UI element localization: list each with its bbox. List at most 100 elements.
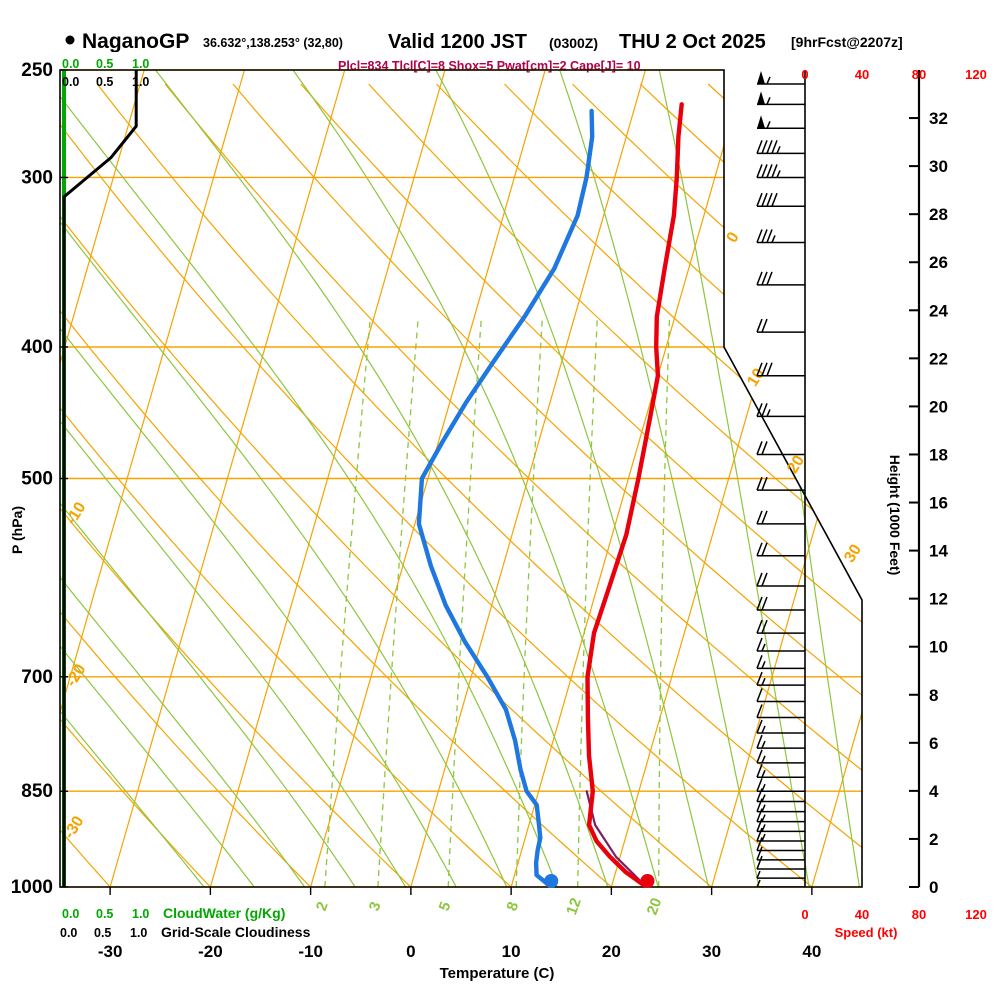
wind-barb [756,704,805,719]
temperature-tick--30: -30 [98,942,123,961]
wind-barb [757,91,805,106]
wind-barb [756,798,805,813]
cw-bot-1: 0.5 [96,907,113,921]
height-tick-22: 22 [929,349,948,368]
wind-barb [756,229,805,244]
mixing-ratio-label-12: 12 [563,896,585,917]
wind-barb [756,362,805,377]
height-tick-0: 0 [929,878,938,897]
wind-barbs [756,70,805,887]
top-scale-labels: 0.0 0.5 1.0 0.0 0.5 1.0 [62,57,149,89]
mixing-ratio-label-8: 8 [503,900,522,914]
wind-barb [756,846,805,861]
temperature-tick-30: 30 [702,942,721,961]
height-tick-10: 10 [929,638,948,657]
mixing-ratio-label-2: 2 [313,900,332,914]
wind-barb [756,476,805,491]
wind-barb [756,855,805,870]
wind-barb [756,808,805,823]
wind-barb [756,318,805,333]
cw-top-1: 0.5 [96,57,113,71]
wind-barb [756,688,805,703]
cloudiness-line [62,70,138,887]
moist-adiabat-grid [60,70,862,887]
mixing-ratio-label-5: 5 [436,900,455,914]
height-tick-14: 14 [929,542,948,561]
speed-tick-top-1: 40 [855,67,869,82]
speed-tick-0: 0 [801,907,808,922]
wind-barb [756,734,805,749]
pressure-tick-700: 700 [21,667,53,688]
temperature-axis-labels: -30 -20 -10 0 10 20 30 40 [98,942,822,961]
valid-time: Valid 1200 JST [388,31,527,52]
wind-barb [756,510,805,525]
speed-axis-title: Speed (kt) [835,925,898,940]
dewpoint-trace [416,108,595,887]
height-tick-24: 24 [929,301,948,320]
temperature-tick-0: 0 [406,942,415,961]
forecast-tag: [9hrFcst@2207z] [791,34,903,50]
wind-barb [756,818,805,833]
wind-barb [756,749,805,764]
temperature-tick-20: 20 [602,942,621,961]
temperature-trace [585,102,684,887]
wind-barb [756,542,805,557]
speed-tick-top-2: 80 [912,67,926,82]
mixing-ratio-labels: 2 3 5 8 12 20 [313,896,666,917]
header: NaganoGP 36.632°,138.253° (32,80) Valid … [0,24,1000,52]
wind-barb [756,870,805,879]
height-tick-2: 2 [929,830,938,849]
cloudiness-trace [62,70,138,887]
cloudwater-axis-title: CloudWater (g/Kg) [163,905,285,921]
pressure-tick-250: 250 [21,60,53,81]
height-tick-28: 28 [929,205,948,224]
wind-barb [756,619,805,634]
pressure-tick-300: 300 [21,167,53,188]
speed-tick-top-0: 0 [801,67,808,82]
temperature-axis-title: Temperature (C) [440,965,555,982]
wind-barb [756,572,805,587]
wind-barb [756,671,805,686]
pressure-tick-500: 500 [21,469,53,490]
cw-bot-0: 0.0 [62,907,79,921]
height-tick-6: 6 [929,734,938,753]
height-tick-8: 8 [929,686,938,705]
pressure-tick-1000: 1000 [11,877,53,898]
cloudiness-axis-title: Grid-Scale Cloudiness [161,924,311,940]
pressure-tick-850: 850 [21,781,53,802]
wind-barb [756,271,805,286]
mixing-ratio-label-20: 20 [644,896,666,917]
gc-bot-0: 0.0 [60,926,77,940]
pressure-axis-labels: 250 300 400 500 700 850 1000 [11,60,68,898]
wind-barb [756,827,805,842]
wind-barb [756,192,805,207]
cw-top-2: 1.0 [132,57,149,71]
speed-tick-2: 80 [912,907,926,922]
surface-temperature-dot [640,874,655,888]
station-coords: 36.632°,138.253° (32,80) [203,36,343,50]
valid-utc: (0300Z) [549,35,598,51]
height-tick-12: 12 [929,590,948,609]
temperature-tick-10: 10 [502,942,521,961]
surface-dewpoint-dot [544,874,559,888]
gc-top-1: 0.5 [96,75,113,89]
isotherm-label-30: 30 [841,541,865,565]
gc-bot-2: 1.0 [130,926,147,940]
gc-bot-1: 0.5 [94,926,111,940]
height-tick-16: 16 [929,494,948,513]
gc-top-2: 1.0 [132,75,149,89]
surface-markers [544,874,655,888]
isobar-grid [60,69,862,895]
height-tick-32: 32 [929,109,948,128]
wind-barb [756,164,805,179]
wind-barb [756,403,805,418]
wind-barb [756,140,805,155]
temperature-tick--20: -20 [198,942,223,961]
height-tick-18: 18 [929,445,948,464]
wind-barb [756,719,805,734]
wind-barb [756,763,805,778]
